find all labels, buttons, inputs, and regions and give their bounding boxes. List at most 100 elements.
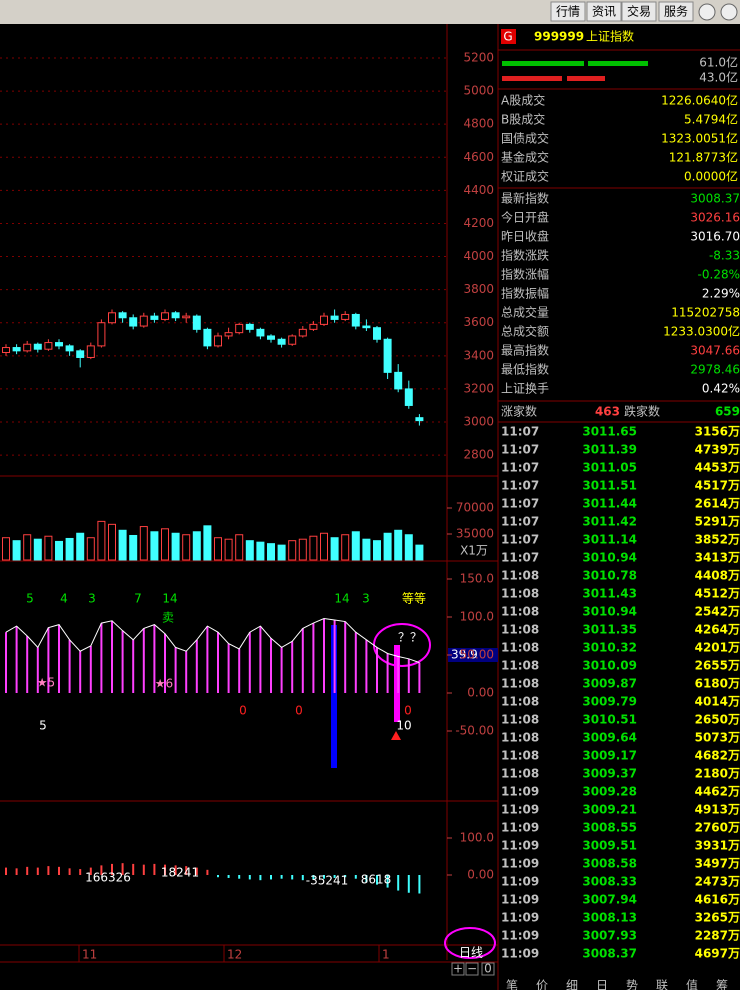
candle-body bbox=[97, 322, 106, 347]
minimize-button[interactable] bbox=[698, 3, 716, 21]
tab[interactable]: 筹 bbox=[716, 979, 728, 990]
y-tick-label: 0.00 bbox=[467, 868, 494, 882]
volume-bar bbox=[171, 532, 180, 561]
tab[interactable]: 日 bbox=[596, 979, 608, 990]
annotation: 14 bbox=[162, 592, 177, 606]
tick-price: 3010.32 bbox=[582, 641, 637, 655]
stat-label: 权证成交 bbox=[501, 169, 549, 184]
annotation: 166326 bbox=[85, 871, 131, 885]
tick-price: 3010.78 bbox=[582, 569, 637, 583]
tick-price: 3009.21 bbox=[582, 803, 637, 817]
volume-bar bbox=[320, 532, 328, 561]
toolbar-button-label[interactable]: 服务 bbox=[664, 4, 688, 19]
index-value: 3016.70 bbox=[690, 230, 740, 244]
annotation: 10 bbox=[396, 719, 411, 733]
tick-volume: 5073万 bbox=[695, 731, 740, 745]
tab[interactable]: 联 bbox=[656, 979, 668, 990]
annotation: 4 bbox=[60, 592, 68, 606]
toolbar-button-label[interactable]: 行情 bbox=[556, 5, 580, 19]
tick-time: 11:08 bbox=[501, 713, 539, 727]
volume-bar bbox=[256, 541, 265, 561]
candle-body bbox=[277, 338, 286, 345]
control-label[interactable]: − bbox=[467, 962, 477, 976]
tick-price: 3010.51 bbox=[582, 713, 637, 727]
toolbar-button-label[interactable]: 交易 bbox=[627, 4, 651, 19]
annotation: 0 bbox=[239, 704, 247, 718]
y-tick-label: 70000 bbox=[456, 501, 494, 515]
tick-volume: 2614万 bbox=[695, 497, 740, 511]
volume-bar bbox=[2, 537, 10, 561]
index-label: 总成交额 bbox=[501, 324, 549, 339]
control-button[interactable] bbox=[465, 962, 479, 976]
candle-body bbox=[118, 312, 127, 319]
annotation: 3 bbox=[362, 592, 370, 606]
volume-bar bbox=[203, 525, 212, 561]
toolbar-button[interactable] bbox=[621, 1, 657, 22]
tab[interactable]: 细 bbox=[566, 979, 578, 990]
volume-bar bbox=[86, 537, 95, 561]
tick-volume: 2542万 bbox=[695, 605, 740, 619]
index-label: 指数涨幅 bbox=[501, 267, 549, 282]
index-value: 115202758 bbox=[671, 306, 740, 320]
candle-body bbox=[65, 345, 74, 352]
candle-body bbox=[139, 315, 148, 327]
close-button[interactable] bbox=[720, 3, 738, 21]
tab[interactable]: 价 bbox=[536, 979, 548, 990]
control-label[interactable]: + bbox=[453, 962, 463, 976]
volume-bar bbox=[23, 534, 32, 561]
y-tick-label: 3600 bbox=[463, 315, 494, 329]
osc-line bbox=[5, 618, 420, 664]
candle-body bbox=[320, 315, 328, 325]
candle-body bbox=[214, 335, 222, 347]
tick-time: 11:08 bbox=[501, 767, 539, 781]
candle-body bbox=[192, 315, 201, 330]
signal-bar bbox=[331, 625, 337, 768]
annotation: 5 bbox=[26, 592, 34, 606]
tick-volume: 4697万 bbox=[695, 947, 740, 961]
tick-volume: 3931万 bbox=[695, 839, 740, 853]
toolbar-button[interactable] bbox=[586, 1, 622, 22]
annotation: 8618 bbox=[361, 873, 392, 887]
tick-time: 11:08 bbox=[501, 749, 539, 763]
control-button[interactable] bbox=[451, 962, 465, 976]
tick-price: 3011.65 bbox=[582, 425, 637, 439]
sell-bar bbox=[567, 76, 605, 81]
volume-bar bbox=[108, 523, 116, 561]
candle-body bbox=[309, 323, 318, 330]
candle-body bbox=[12, 347, 21, 352]
toolbar-button-label[interactable]: 资讯 bbox=[592, 5, 616, 19]
y-tick-label: 5000 bbox=[463, 84, 494, 98]
control-button[interactable] bbox=[481, 962, 495, 976]
tick-volume: 4517万 bbox=[695, 479, 740, 493]
tick-price: 3011.14 bbox=[582, 533, 637, 547]
annotation: 卖 bbox=[162, 611, 174, 625]
stat-value: 5.4794亿 bbox=[684, 112, 738, 127]
toolbar-button[interactable] bbox=[658, 1, 694, 22]
tick-price: 3009.51 bbox=[582, 839, 637, 853]
tick-volume: 2650万 bbox=[695, 713, 740, 727]
candle-body bbox=[351, 313, 360, 327]
volume-bar bbox=[362, 538, 371, 561]
tab[interactable]: 势 bbox=[626, 979, 638, 990]
period[interactable]: 日线 bbox=[459, 946, 483, 960]
tick-time: 11:07 bbox=[501, 461, 539, 475]
tick-volume: 3265万 bbox=[695, 911, 740, 925]
volume-bar bbox=[373, 540, 381, 561]
stat-value: 121.8773亿 bbox=[669, 150, 738, 165]
tick-price: 3008.33 bbox=[582, 875, 637, 889]
tab[interactable]: 值 bbox=[686, 978, 698, 990]
annotation: 3 bbox=[88, 592, 96, 606]
tick-volume: 3413万 bbox=[695, 551, 740, 565]
tick-volume: 3852万 bbox=[695, 533, 740, 547]
volume-unit: X1万 bbox=[460, 544, 488, 558]
tick-price: 3011.44 bbox=[582, 497, 637, 511]
toolbar-button[interactable] bbox=[550, 1, 586, 22]
candle-body bbox=[394, 371, 403, 390]
up-count: 463 bbox=[595, 405, 620, 419]
volume-bar bbox=[309, 535, 318, 561]
annotation: ？？ bbox=[398, 631, 422, 645]
tab[interactable]: 笔 bbox=[506, 978, 518, 990]
tick-time: 11:09 bbox=[501, 839, 539, 853]
control-label[interactable]: 0 bbox=[484, 962, 492, 976]
tick-time: 11:08 bbox=[501, 695, 539, 709]
